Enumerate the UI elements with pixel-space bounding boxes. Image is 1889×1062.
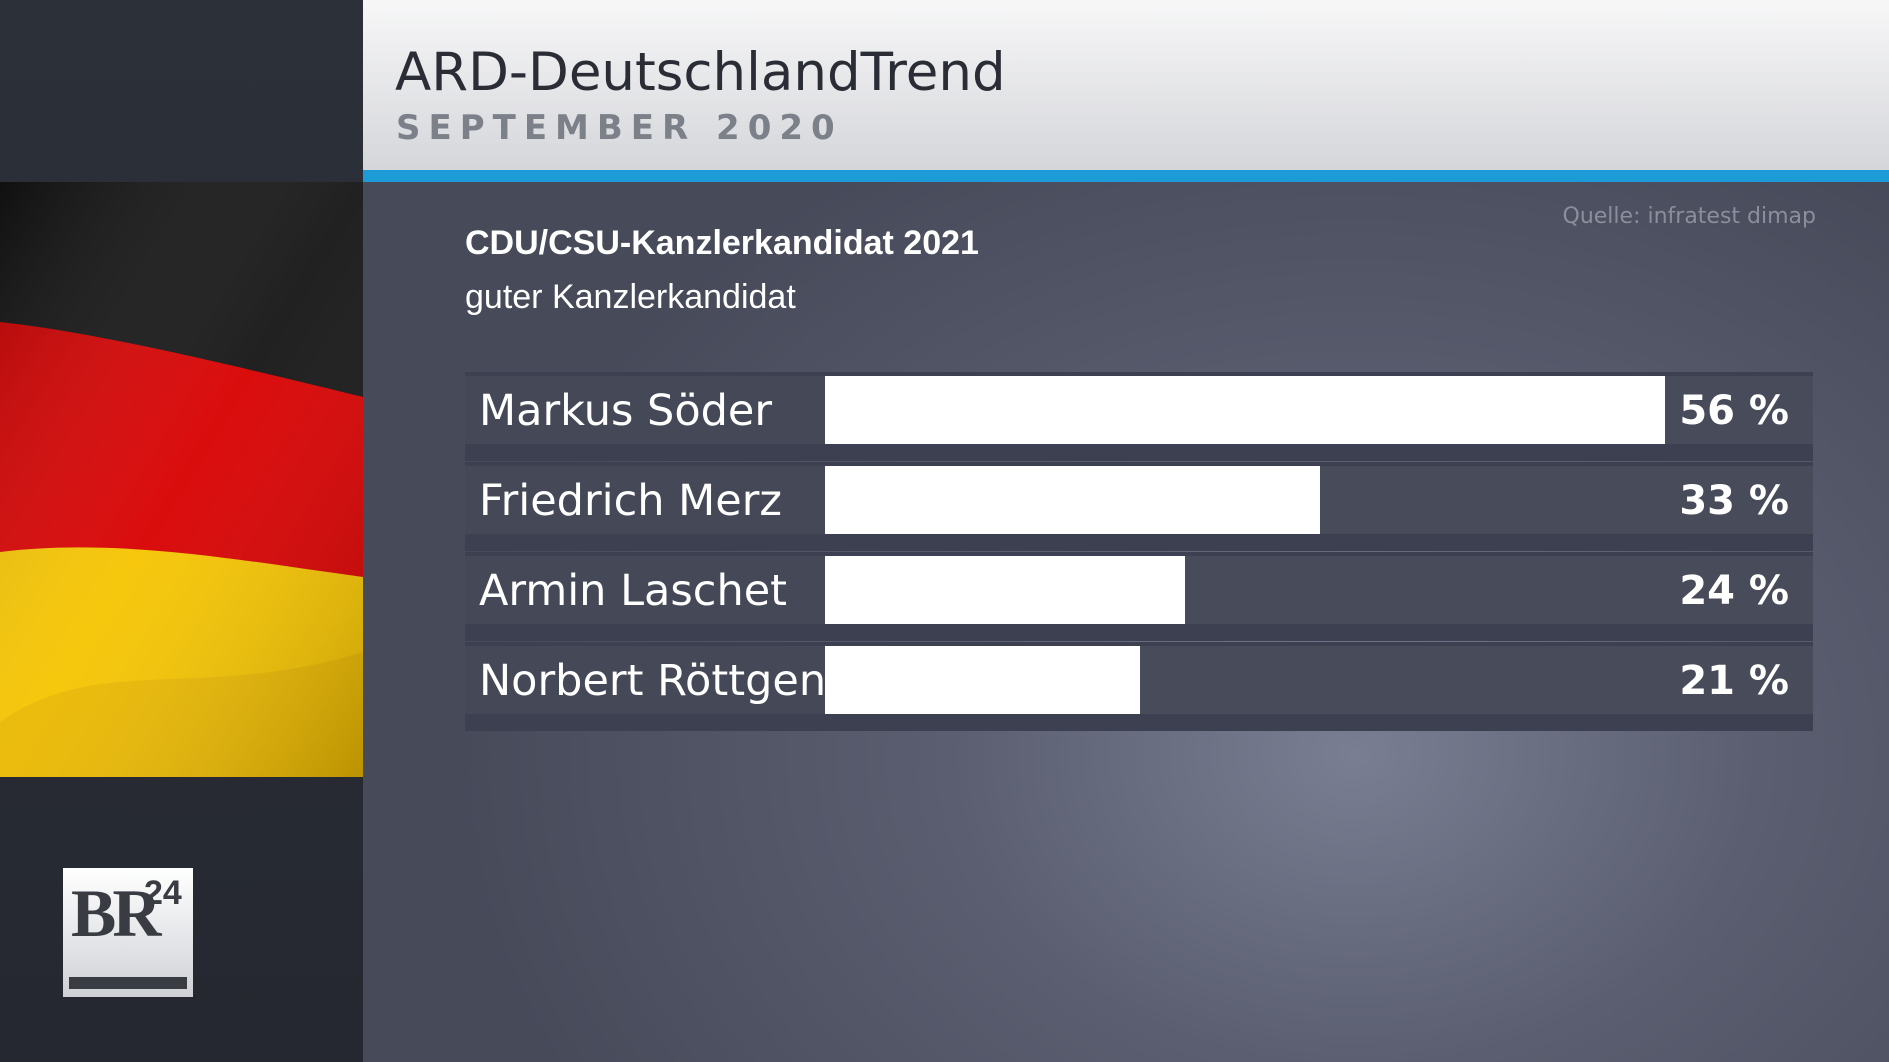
chart-panel: Quelle: infratest dimap CDU/CSU-Kanzlerk… <box>363 182 1889 1062</box>
row-label-bg <box>465 556 825 624</box>
chart-subtitle: guter Kanzlerkandidat <box>465 278 796 316</box>
page-subtitle: SEPTEMBER 2020 <box>396 108 843 148</box>
bar <box>825 646 1140 714</box>
flag-shading <box>0 182 363 777</box>
category-label: Armin Laschet <box>479 566 787 616</box>
source-note: Quelle: infratest dimap <box>1562 204 1816 229</box>
header-accent-line <box>363 170 1889 182</box>
logo-underline <box>69 977 187 989</box>
bar-chart: Markus Söder 56 % Friedrich Merz 33 % Armin … <box>465 372 1813 731</box>
br24-logo: BR 24 <box>63 868 193 997</box>
logo-br-text: BR <box>71 875 161 951</box>
page-title: ARD-DeutschlandTrend <box>395 42 1006 103</box>
value-label: 56 % <box>1679 388 1789 434</box>
german-flag-image <box>0 182 363 777</box>
sidebar: BR 24 <box>0 0 363 1062</box>
row-label-bg <box>465 466 825 534</box>
logo-number: 24 <box>144 874 182 912</box>
header: ARD-DeutschlandTrend SEPTEMBER 2020 <box>363 0 1889 170</box>
row-label-bg <box>465 376 825 444</box>
bar <box>825 466 1320 534</box>
category-label: Friedrich Merz <box>479 476 782 526</box>
value-label: 24 % <box>1679 568 1789 614</box>
bar <box>825 556 1185 624</box>
value-label: 21 % <box>1679 658 1789 704</box>
category-label: Markus Söder <box>479 386 772 436</box>
bar <box>825 376 1665 444</box>
value-label: 33 % <box>1679 478 1789 524</box>
chart-title: CDU/CSU-Kanzlerkandidat 2021 <box>465 224 979 262</box>
row-label-bg <box>465 646 825 714</box>
category-label: Norbert Röttgen <box>479 656 826 706</box>
